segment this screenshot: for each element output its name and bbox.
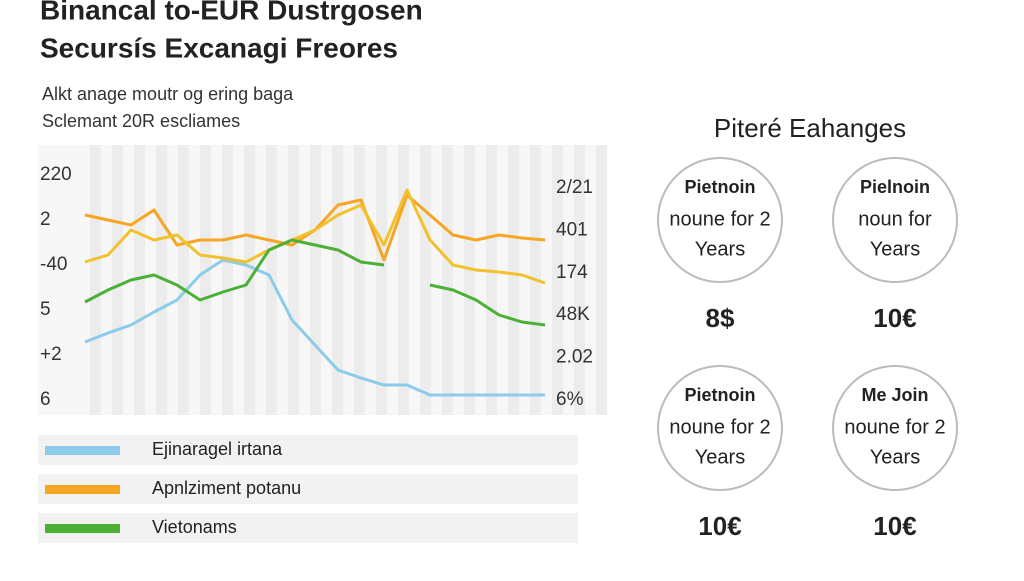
card-text: Years [870, 238, 920, 260]
stripe [310, 145, 321, 415]
left-axis-label: 6 [40, 389, 51, 410]
left-axis-label: +2 [40, 344, 62, 365]
card-price: 10€ [873, 511, 916, 541]
stripe [442, 145, 453, 415]
stripe [90, 145, 101, 415]
stripe [574, 145, 585, 415]
series-line [84, 238, 546, 327]
legend-swatch [45, 524, 120, 533]
card-text: noune for 2 [844, 416, 945, 438]
stripe [552, 145, 563, 415]
stripe [508, 145, 519, 415]
legend-swatch [45, 485, 120, 494]
card-text: noun for [858, 208, 932, 230]
subtitle-line: Sclemant 20R escliames [42, 111, 240, 131]
right-axis-label: 2.02 [556, 347, 593, 368]
legend-label: Ejinaragel irtana [152, 439, 283, 459]
left-axis-label: -40 [40, 254, 67, 275]
legend-swatch [45, 446, 120, 455]
card-text: noune for 2 [669, 416, 770, 438]
card-price: 8$ [706, 303, 735, 333]
card-text: Years [870, 446, 920, 468]
stripe [596, 145, 607, 415]
stripe [156, 145, 167, 415]
stripe [398, 145, 409, 415]
panel-title: Piteré Eahanges [714, 113, 906, 143]
right-axis-label: 48K [556, 304, 590, 325]
card-circle [832, 157, 958, 283]
stripe [200, 145, 211, 415]
stripe [332, 145, 343, 415]
plot-background [38, 145, 607, 415]
card-text: Years [695, 446, 745, 468]
right-axis-label: 401 [556, 219, 588, 240]
title-line: Secursís Excanagi Freores [40, 32, 398, 63]
stripe [222, 145, 233, 415]
left-axis-label: 220 [40, 164, 72, 185]
card-circle [657, 157, 783, 283]
card-text: Years [695, 238, 745, 260]
series-line [84, 188, 546, 285]
stripe [464, 145, 475, 415]
series-line [84, 258, 545, 397]
card-price: 10€ [698, 511, 741, 541]
stripe [288, 145, 299, 415]
card-text: noune for 2 [669, 208, 770, 230]
title-line: Binancal to-EUR Dustrgosen [40, 0, 423, 25]
card-name: Pietnoin [685, 385, 756, 405]
legend-row [38, 513, 578, 543]
card-circle [657, 365, 783, 491]
right-axis-label: 6% [556, 389, 584, 410]
stripe [178, 145, 189, 415]
right-axis-label: 174 [556, 262, 588, 283]
stripe [354, 145, 365, 415]
left-axis-label: 5 [40, 299, 51, 320]
subtitle-line: Alkt anage moutr og ering baga [42, 84, 294, 104]
stripe [134, 145, 145, 415]
right-axis-label: 2/21 [556, 177, 593, 198]
stripe [376, 145, 387, 415]
card-price: 10€ [873, 303, 916, 333]
left-axis-label: 2 [40, 209, 51, 230]
legend-label: Vietonams [152, 517, 237, 537]
stripe [486, 145, 497, 415]
card-name: Me Join [861, 385, 928, 405]
card-name: Pielnoin [860, 177, 930, 197]
card-circle [832, 365, 958, 491]
stripe [420, 145, 431, 415]
card-name: Pietnoin [685, 177, 756, 197]
legend-row [38, 435, 578, 465]
legend-label: Apnlziment potanu [152, 478, 301, 498]
legend-row [38, 474, 578, 504]
stripe [112, 145, 123, 415]
